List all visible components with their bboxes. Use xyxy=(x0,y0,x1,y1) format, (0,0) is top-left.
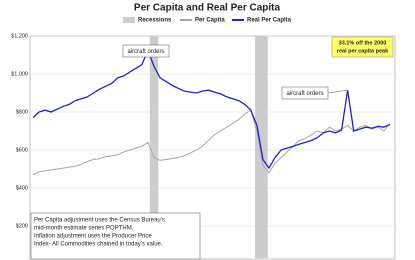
legend-label: Recessions xyxy=(138,18,172,24)
y-tick-label: $200 xyxy=(16,223,28,229)
recession-band xyxy=(255,36,268,258)
callout-text: 33.1% off the 2000 xyxy=(339,40,387,46)
note-text: mid-month estimate series POPTHM. xyxy=(34,226,134,232)
series-line xyxy=(32,109,391,176)
legend-label: Real Per Capita xyxy=(247,18,292,24)
annotation-text: aircraft orders xyxy=(127,49,164,55)
note-text: Index- All Commodities chained in today'… xyxy=(34,242,163,248)
annotation-pointer xyxy=(327,89,348,94)
y-tick-label: $1,200 xyxy=(11,33,28,39)
y-tick-label: $400 xyxy=(16,185,28,191)
annotation-box xyxy=(281,86,329,100)
note-text: Per Capita adjustment uses the Census Bu… xyxy=(34,218,165,224)
recession-band xyxy=(149,36,159,258)
annotation-text: aircraft orders xyxy=(286,91,323,97)
y-tick-label: $600 xyxy=(16,147,28,153)
y-tick-label: $1,000 xyxy=(11,71,28,77)
chart-title: Per Capita and Real Per Capita xyxy=(134,3,281,14)
annotation-box xyxy=(122,44,170,58)
series-line xyxy=(32,48,391,170)
note-box xyxy=(30,212,201,260)
note-text: Inflation adjustment uses the Producer P… xyxy=(34,234,152,240)
y-tick-label: $800 xyxy=(16,109,28,115)
legend-label: Per Capita xyxy=(195,18,225,24)
callout-text: real per capita peak xyxy=(337,48,389,54)
legend-swatch xyxy=(123,17,135,23)
callout-box xyxy=(331,36,394,58)
